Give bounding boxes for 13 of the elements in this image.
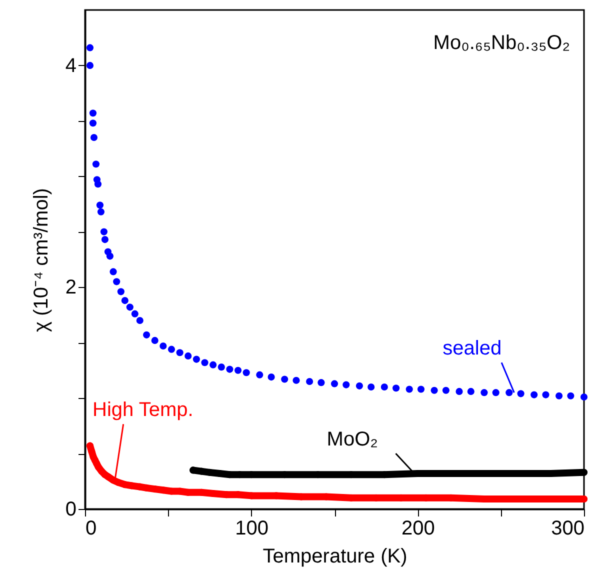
x-axis-title: Temperature (K) [262, 546, 408, 568]
x-tick-label: 200 [401, 518, 435, 540]
annotation: sealed [442, 338, 502, 360]
annotation: Mo₀.₆₅Nb₀.₃₅O₂ [433, 32, 570, 54]
x-tick-label: 100 [235, 518, 269, 540]
y-axis-title: χ (10⁻⁴ cm³/mol) [30, 188, 52, 332]
annotation: MoO₂ [326, 428, 378, 451]
annotation: High Temp. [92, 399, 194, 422]
y-tick-label: 2 [65, 276, 76, 299]
y-tick-label: 0 [65, 498, 76, 520]
x-tick-label: 300 [551, 518, 584, 540]
x-tick-label: 0 [86, 518, 97, 540]
y-tick-label: 4 [65, 54, 76, 77]
